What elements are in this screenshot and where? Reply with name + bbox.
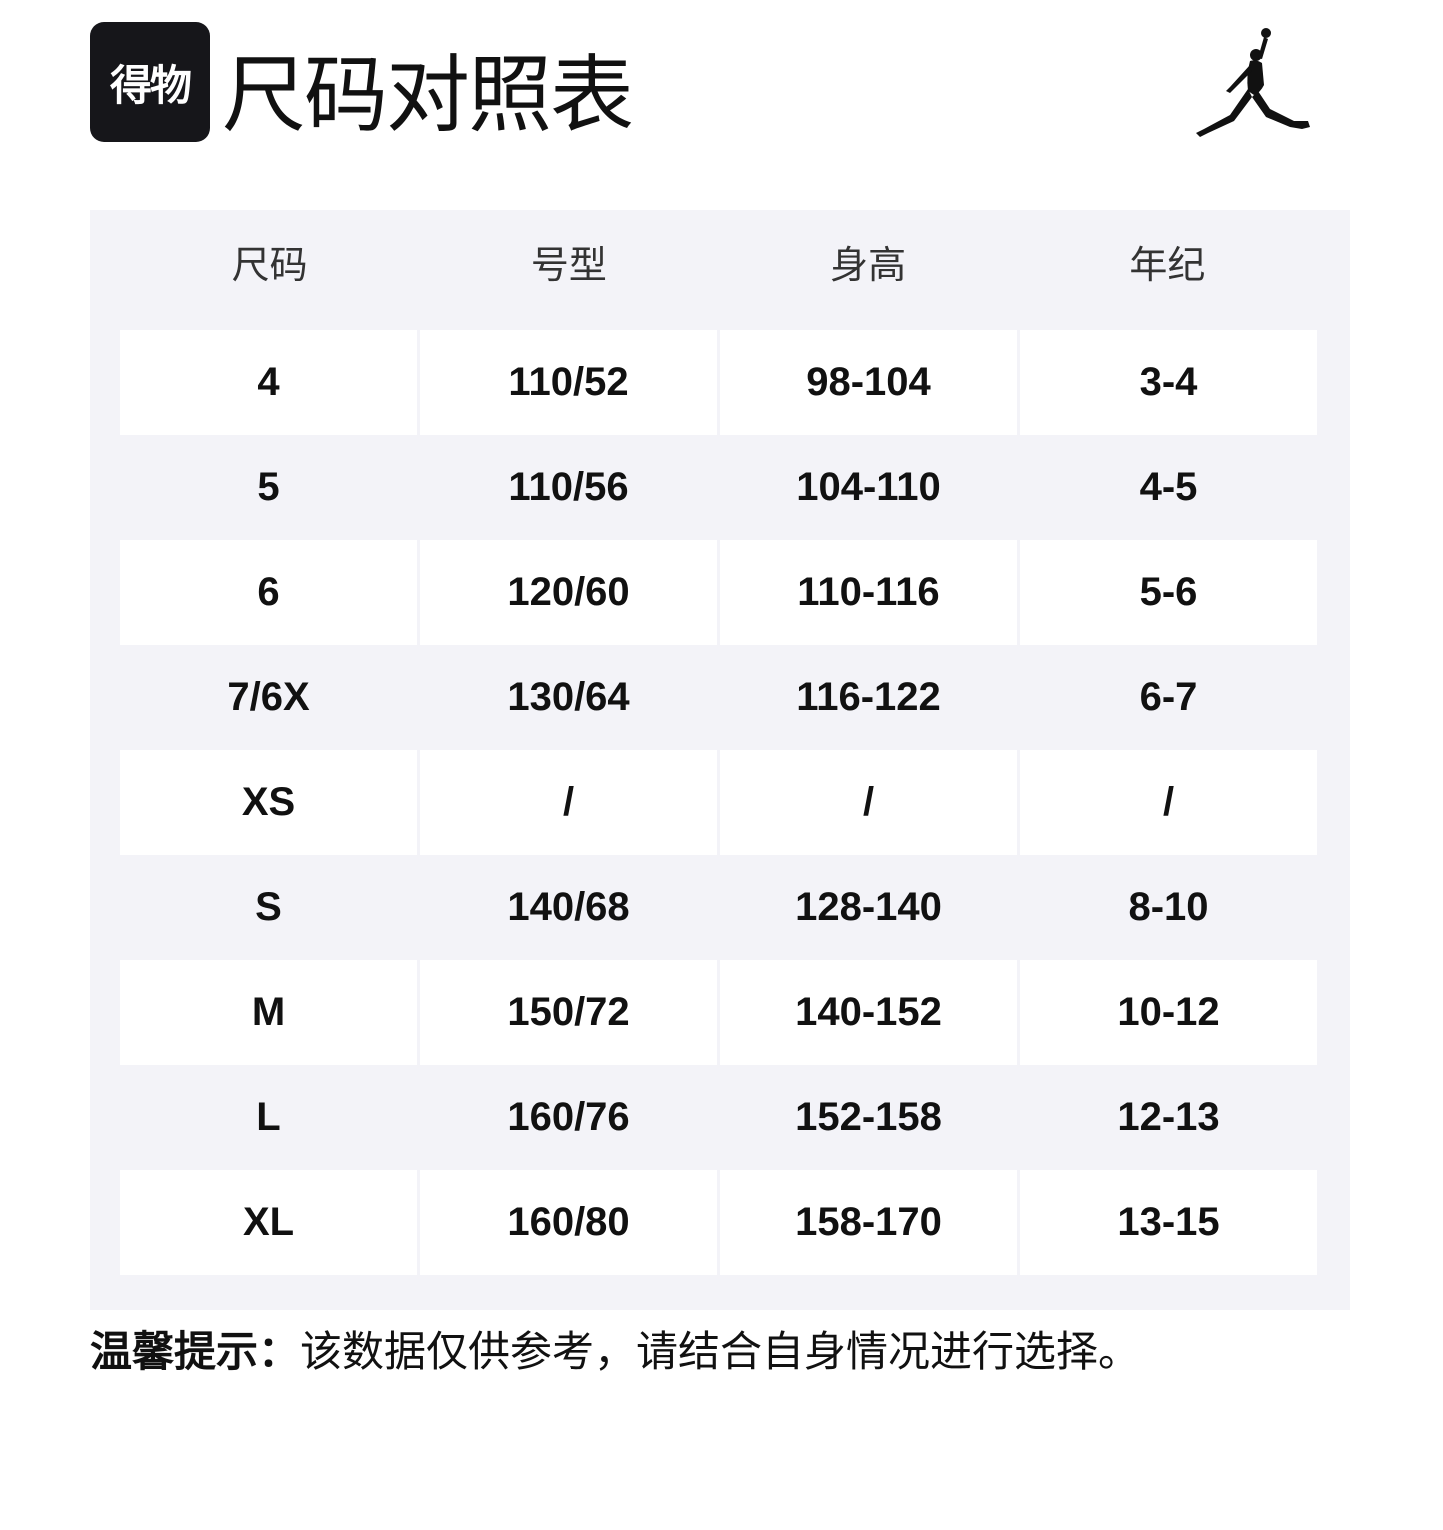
table-cell: 110-116 (720, 540, 1017, 645)
table-row: 5 110/56 104-110 4-5 (120, 435, 1317, 540)
table-cell: 6-7 (1139, 675, 1198, 719)
table-cell: / (1020, 750, 1317, 855)
table-cell: M (120, 960, 417, 1065)
table-cell: 10-12 (1020, 960, 1317, 1065)
tip-text: 该数据仅供参考，请结合自身情况进行选择。 (300, 1327, 1141, 1376)
table-cell: 160/80 (420, 1170, 717, 1275)
table-cell: 104-110 (796, 465, 941, 509)
dewu-logo: 得物 (90, 22, 210, 142)
table-row: XS / / / (120, 750, 1317, 855)
table-row: 4 110/52 98-104 3-4 (120, 330, 1317, 435)
table-cell: 160/76 (507, 1095, 630, 1139)
table-cell: 128-140 (795, 885, 942, 929)
table-cell: 140/68 (507, 885, 630, 929)
table-cell: 120/60 (420, 540, 717, 645)
page-title: 尺码对照表 (222, 46, 634, 144)
table-cell: XS (120, 750, 417, 855)
table-cell: 4-5 (1139, 465, 1198, 509)
table-cell: 130/64 (507, 675, 630, 719)
table-row: 7/6X 130/64 116-122 6-7 (120, 645, 1317, 750)
logo-text: 得物 (109, 60, 192, 110)
header-model: 号型 (530, 243, 607, 287)
table-cell: 3-4 (1020, 330, 1317, 435)
table-cell: 13-15 (1020, 1170, 1317, 1275)
table-cell: 12-13 (1117, 1095, 1220, 1139)
table-cell: 150/72 (420, 960, 717, 1065)
table-cell: 5 (257, 465, 280, 509)
table-cell: XL (120, 1170, 417, 1275)
header-age: 年纪 (1129, 243, 1206, 287)
table-cell: / (420, 750, 717, 855)
table-row: M 150/72 140-152 10-12 (120, 960, 1317, 1065)
table-cell: / (720, 750, 1017, 855)
table-cell: S (255, 885, 282, 929)
table-cell: 8-10 (1128, 885, 1209, 929)
table-row: S 140/68 128-140 8-10 (120, 855, 1317, 960)
table-row: 6 120/60 110-116 5-6 (120, 540, 1317, 645)
table-cell: 98-104 (720, 330, 1017, 435)
tip-note: 温馨提示：该数据仅供参考，请结合自身情况进行选择。 (90, 1320, 1140, 1384)
table-cell: 140-152 (720, 960, 1017, 1065)
table-cell: 4 (120, 330, 417, 435)
jumpman-logo-icon (1196, 28, 1310, 137)
table-cell: 110/52 (420, 330, 717, 435)
table-header: 尺码 号型 身高 年纪 (120, 210, 1317, 330)
table-cell: 116-122 (796, 675, 941, 719)
header-size: 尺码 (231, 243, 308, 287)
header-height: 身高 (830, 243, 907, 287)
table-cell: 5-6 (1020, 540, 1317, 645)
table-cell: 7/6X (227, 675, 310, 719)
table-cell: 110/56 (508, 465, 629, 509)
tip-label: 温馨提示： (90, 1327, 301, 1376)
table-cell: L (256, 1095, 281, 1139)
table-cell: 158-170 (720, 1170, 1017, 1275)
table-row: L 160/76 152-158 12-13 (120, 1065, 1317, 1170)
table-cell: 6 (120, 540, 417, 645)
table-cell: 152-158 (795, 1095, 942, 1139)
table-row: XL 160/80 158-170 13-15 (120, 1170, 1317, 1275)
size-table: 尺码 号型 身高 年纪 4 110/52 98-104 3-4 5 110/56 104-1… (90, 210, 1350, 1310)
